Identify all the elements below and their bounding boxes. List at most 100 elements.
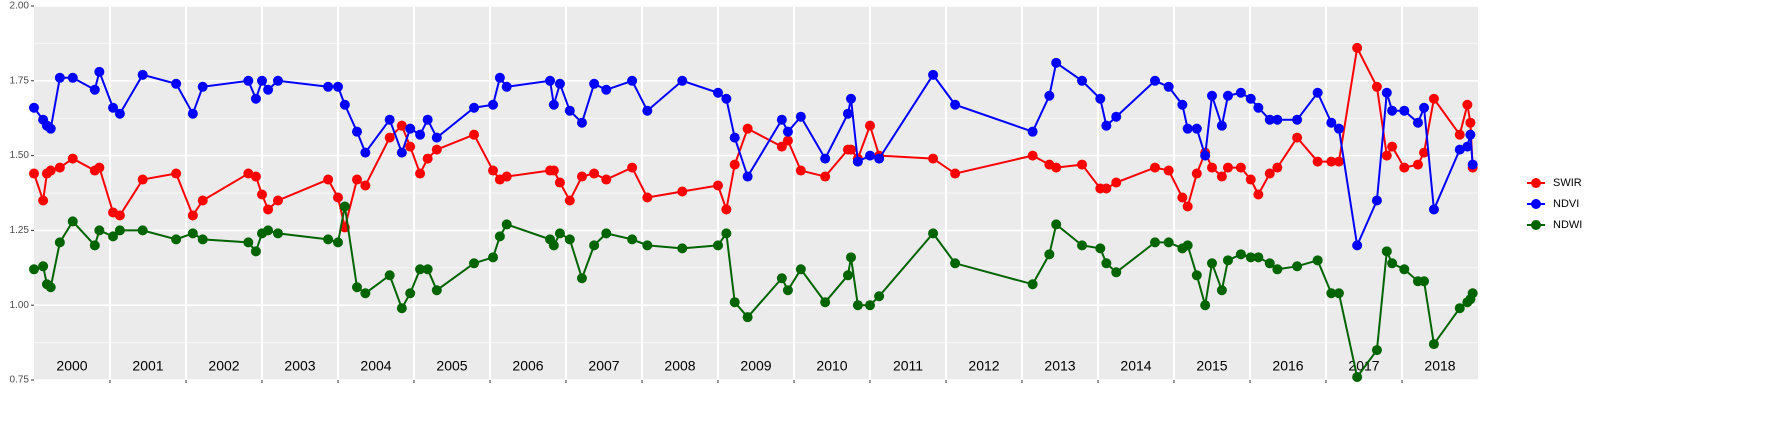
point [1419, 102, 1430, 113]
point [1207, 162, 1217, 173]
point [564, 105, 575, 116]
point [601, 228, 612, 239]
point [782, 126, 793, 137]
point [1235, 162, 1246, 173]
point [67, 216, 78, 227]
point [94, 225, 105, 236]
point [29, 102, 39, 113]
point [1371, 345, 1382, 356]
point [1333, 288, 1344, 299]
point [1101, 183, 1112, 194]
point [721, 204, 732, 215]
point [950, 258, 961, 269]
point [67, 153, 78, 164]
point [1111, 267, 1122, 278]
point [554, 78, 565, 89]
point [1216, 171, 1227, 182]
point [713, 180, 723, 191]
point [197, 81, 208, 92]
point [263, 84, 274, 95]
point [776, 114, 787, 125]
point [865, 150, 875, 161]
legend-label: NDWI [1553, 219, 1582, 231]
point [431, 144, 442, 155]
point [250, 93, 261, 104]
point [422, 264, 433, 275]
point [272, 75, 283, 86]
point [721, 93, 732, 104]
point [1312, 156, 1323, 167]
point [1292, 114, 1303, 125]
point [1387, 258, 1398, 269]
point [1371, 81, 1382, 92]
point [45, 282, 56, 293]
point [333, 237, 343, 248]
point [1333, 123, 1344, 134]
point [865, 300, 875, 311]
year-label: 2016 [1272, 358, 1303, 374]
point [1412, 117, 1423, 128]
point [339, 99, 350, 110]
point [1467, 288, 1478, 299]
point [1264, 258, 1275, 269]
point [415, 168, 426, 179]
point [1245, 252, 1256, 263]
point [114, 210, 125, 221]
point [1101, 258, 1112, 269]
point [1150, 237, 1160, 248]
legend-marker [1531, 199, 1541, 209]
point [1419, 147, 1430, 158]
point [1222, 90, 1233, 101]
point [333, 192, 343, 203]
point [1462, 141, 1473, 152]
point [548, 240, 559, 251]
point [263, 225, 274, 236]
point [45, 123, 56, 134]
point [1428, 93, 1439, 104]
point [820, 171, 831, 182]
point [171, 78, 182, 89]
point [1371, 195, 1382, 206]
point [642, 105, 653, 116]
point [1051, 57, 1062, 68]
point [1150, 162, 1160, 173]
point [782, 285, 793, 296]
point [1027, 150, 1038, 161]
point [1200, 150, 1211, 161]
point [1182, 201, 1193, 212]
point [1044, 90, 1055, 101]
point [677, 243, 688, 254]
point [601, 84, 612, 95]
point [250, 171, 261, 182]
point [89, 84, 100, 95]
year-label: 2012 [968, 358, 999, 374]
year-label: 2006 [512, 358, 543, 374]
point [1077, 240, 1088, 251]
point [352, 174, 362, 185]
legend-label: SWIR [1553, 177, 1582, 189]
point [1191, 270, 1202, 281]
point [1101, 120, 1112, 131]
point [187, 228, 198, 239]
point [1207, 90, 1217, 101]
point [339, 201, 350, 212]
point [1216, 285, 1227, 296]
point [713, 240, 723, 251]
point [352, 126, 362, 137]
point [415, 264, 426, 275]
point [782, 135, 793, 146]
year-label: 2014 [1120, 358, 1151, 374]
point [721, 228, 732, 239]
point [846, 252, 856, 263]
point [431, 132, 442, 143]
point [38, 261, 49, 272]
point [642, 192, 653, 203]
point [795, 111, 806, 122]
year-label: 2018 [1424, 358, 1455, 374]
point [1177, 192, 1188, 203]
point [384, 114, 395, 125]
point [1222, 162, 1233, 173]
point [1399, 105, 1410, 116]
y-tick-label: 1.50 [10, 150, 30, 161]
point [795, 165, 806, 176]
